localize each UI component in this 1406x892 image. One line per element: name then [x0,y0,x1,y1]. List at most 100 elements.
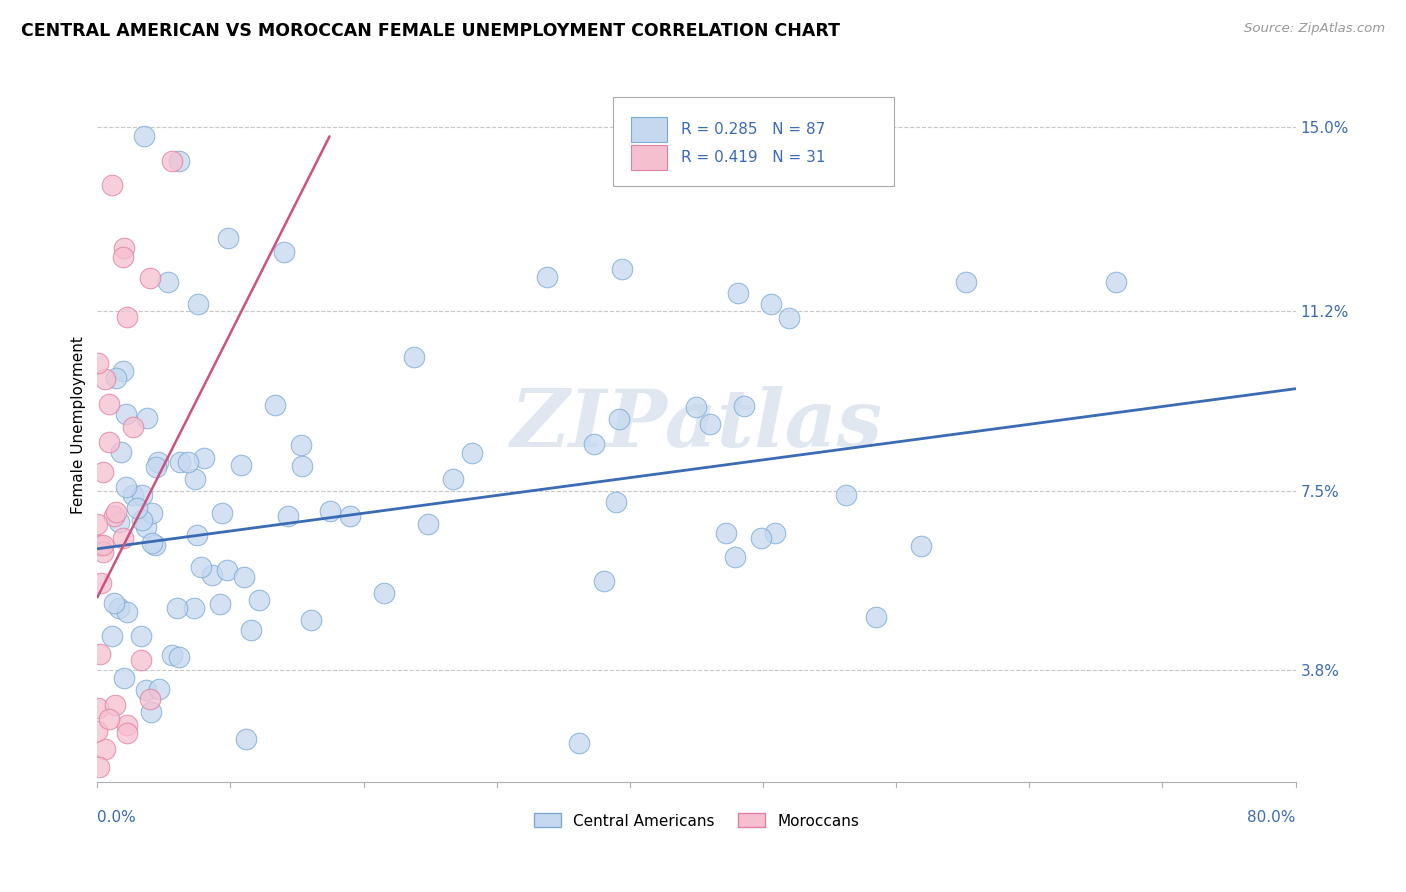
Point [122,488,145,502]
Point [115,408,138,422]
Point [461,446,484,460]
Point [301,613,323,627]
Point [184,472,207,486]
Point [112,241,135,255]
Point [146,455,169,469]
Point [778,310,800,325]
Point [605,495,627,509]
Point [233,570,256,584]
Point [240,624,263,638]
Text: CENTRAL AMERICAN VS MOROCCAN FEMALE UNEMPLOYMENT CORRELATION CHART: CENTRAL AMERICAN VS MOROCCAN FEMALE UNEM… [21,22,841,40]
Point [143,538,166,552]
Point [201,568,224,582]
Point [851,153,873,168]
Point [139,271,162,285]
Point [112,531,135,545]
Point [751,531,773,545]
Point [131,629,153,643]
Point [89,647,111,661]
Point [131,513,153,527]
Point [211,506,233,520]
Point [169,455,191,469]
Point [100,628,122,642]
Point [441,472,464,486]
Point [148,681,170,696]
Point [94,742,117,756]
Point [183,600,205,615]
Point [208,597,231,611]
Point [607,412,630,426]
Point [761,296,783,310]
Point [132,129,155,144]
Point [90,576,112,591]
Point [156,275,179,289]
Point [273,244,295,259]
Point [727,286,749,301]
Point [86,724,108,739]
Point [112,364,135,378]
FancyBboxPatch shape [630,117,666,142]
Text: 0.0%: 0.0% [97,810,136,825]
Point [177,455,200,469]
Point [108,515,131,529]
Point [160,648,183,662]
Point [319,504,342,518]
Point [103,596,125,610]
Point [145,460,167,475]
Point [169,153,191,168]
Point [955,275,977,289]
Point [98,712,121,726]
Point [582,437,605,451]
Point [139,692,162,706]
Point [129,653,152,667]
Point [699,417,721,431]
Point [94,372,117,386]
Point [111,250,134,264]
Point [86,516,108,531]
Y-axis label: Female Unemployment: Female Unemployment [72,336,86,514]
Point [1105,275,1128,289]
Text: ZIPatlas: ZIPatlas [510,386,883,464]
Point [763,526,786,541]
Point [115,606,138,620]
Point [716,526,738,541]
Point [865,610,887,624]
Text: R = 0.285   N = 87: R = 0.285 N = 87 [681,121,825,136]
Point [217,231,239,245]
Point [190,559,212,574]
Point [910,539,932,553]
Point [104,505,127,519]
Point [404,350,426,364]
Point [290,438,312,452]
Point [108,601,131,615]
Point [187,296,209,310]
Legend: Central Americans, Moroccans: Central Americans, Moroccans [527,807,866,835]
Point [139,705,162,719]
Point [416,516,439,531]
FancyBboxPatch shape [613,97,894,186]
Point [217,563,239,577]
Point [104,698,127,712]
Point [231,458,253,472]
Text: R = 0.419   N = 31: R = 0.419 N = 31 [681,150,825,165]
Point [135,410,157,425]
FancyBboxPatch shape [630,145,666,170]
Point [724,550,747,565]
Point [89,538,111,552]
Point [141,506,163,520]
Point [733,399,755,413]
Point [373,586,395,600]
Point [91,465,114,479]
Point [115,718,138,732]
Point [135,682,157,697]
Point [339,508,361,523]
Point [131,488,153,502]
Point [104,370,127,384]
Point [110,445,132,459]
Point [121,420,143,434]
Point [166,601,188,615]
Point [186,527,208,541]
Point [125,501,148,516]
Point [277,509,299,524]
Text: Source: ZipAtlas.com: Source: ZipAtlas.com [1244,22,1385,36]
